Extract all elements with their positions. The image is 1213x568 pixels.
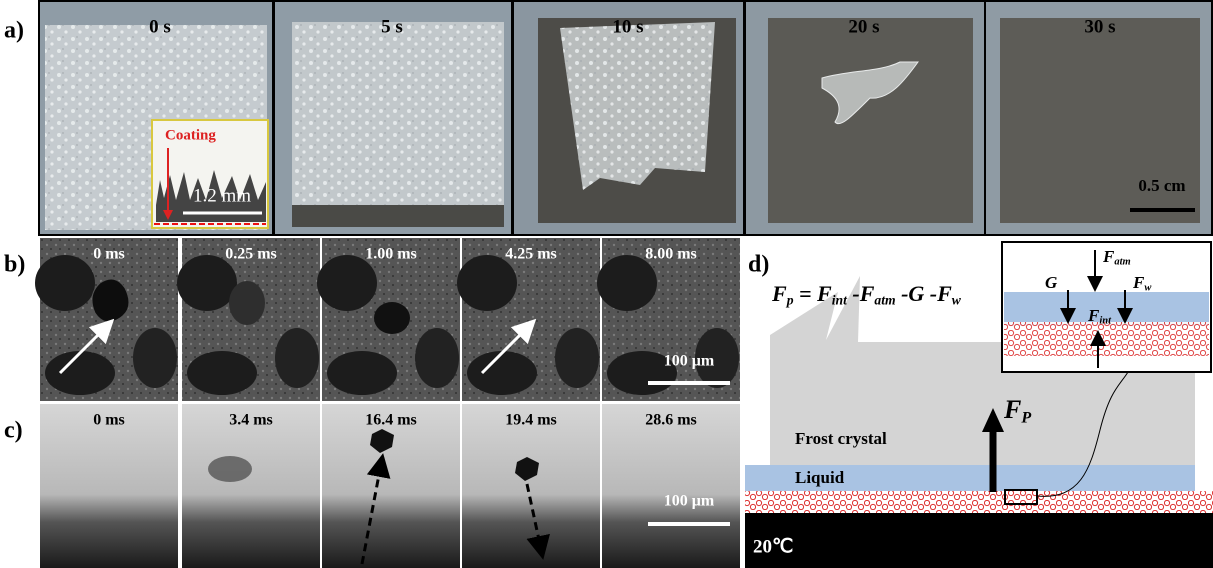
symbol: -G -F: [896, 281, 953, 306]
symbol: F: [1003, 395, 1021, 424]
dark-region: [35, 255, 95, 311]
subscript: int: [1099, 316, 1112, 327]
dark-region: [275, 328, 319, 388]
time-label: 16.4 ms: [365, 412, 417, 429]
dark-region: [555, 328, 599, 388]
droplet: [208, 456, 252, 482]
scale-label: 0.5 cm: [1138, 176, 1185, 195]
dark-region: [317, 255, 377, 311]
time-label: 28.6 ms: [645, 412, 697, 429]
panel-label: d): [748, 252, 769, 278]
figure: a) 0 s 5 s 10 s 20 s 30 s Coating 1.2 mm 0.5 cm 0…: [0, 0, 1213, 568]
time-label: 1.00 ms: [365, 246, 417, 263]
subscript: atm: [874, 293, 895, 308]
dark-region: [45, 351, 115, 395]
equation: Fp = Fint -Fatm -G -Fw: [771, 281, 962, 308]
subscript: atm: [1114, 257, 1130, 268]
coating-layer: [745, 491, 1213, 513]
droplet: [92, 279, 129, 322]
time-label: 19.4 ms: [505, 412, 557, 429]
symbol: F: [1102, 247, 1115, 266]
subscript: p: [786, 293, 794, 308]
rows-b-c: [0, 236, 743, 568]
panel-label: b): [4, 252, 25, 278]
inset-coating: [1004, 322, 1209, 356]
scale-label: 1.2 mm: [193, 185, 251, 206]
subscript: w: [1144, 283, 1152, 294]
scale-label: 100 μm: [664, 353, 715, 370]
time-label: 0 ms: [93, 412, 125, 429]
dark-region: [187, 351, 257, 395]
dark-region: [457, 255, 517, 311]
symbol: F: [1087, 306, 1100, 325]
dark-region: [327, 351, 397, 395]
time-label: 10 s: [612, 16, 643, 37]
panel-label: a): [4, 18, 24, 44]
substrate: [745, 513, 1213, 568]
time-label: 0 ms: [93, 246, 125, 263]
frost-label: Frost crystal: [795, 429, 887, 448]
temperature-label: 20℃: [753, 536, 793, 557]
dark-region: [467, 351, 537, 395]
dark-region: [415, 328, 459, 388]
subscript: int: [832, 293, 848, 308]
time-label: 20 s: [848, 16, 879, 37]
liquid-label: Liquid: [795, 468, 845, 487]
time-label: 5 s: [381, 16, 403, 37]
dark-region: [177, 255, 237, 311]
time-label: 8.00 ms: [645, 246, 697, 263]
row-a: [0, 0, 1213, 236]
dark-region: [597, 255, 657, 311]
time-label: 3.4 ms: [229, 412, 273, 429]
symbol: = F: [794, 281, 833, 306]
droplet: [374, 302, 410, 334]
time-label: 30 s: [1084, 16, 1115, 37]
subscript: P: [1020, 409, 1031, 426]
time-label: 0.25 ms: [225, 246, 277, 263]
melted-edge: [292, 205, 504, 227]
frost-texture: [560, 22, 715, 190]
symbol: F: [771, 281, 787, 306]
droplet: [229, 281, 265, 325]
frost-texture: [292, 22, 504, 227]
dark-region: [133, 328, 177, 388]
panel-label: c): [4, 418, 23, 444]
time-label: 0 s: [149, 16, 171, 37]
symbol: F: [1132, 273, 1145, 292]
subscript: w: [952, 293, 962, 308]
sample: [768, 18, 973, 223]
time-label: 4.25 ms: [505, 246, 557, 263]
scale-label: 100 μm: [664, 493, 715, 510]
symbol: -F: [847, 281, 875, 306]
inset-force: G: [1045, 273, 1058, 292]
inset-label: Coating: [165, 127, 216, 143]
